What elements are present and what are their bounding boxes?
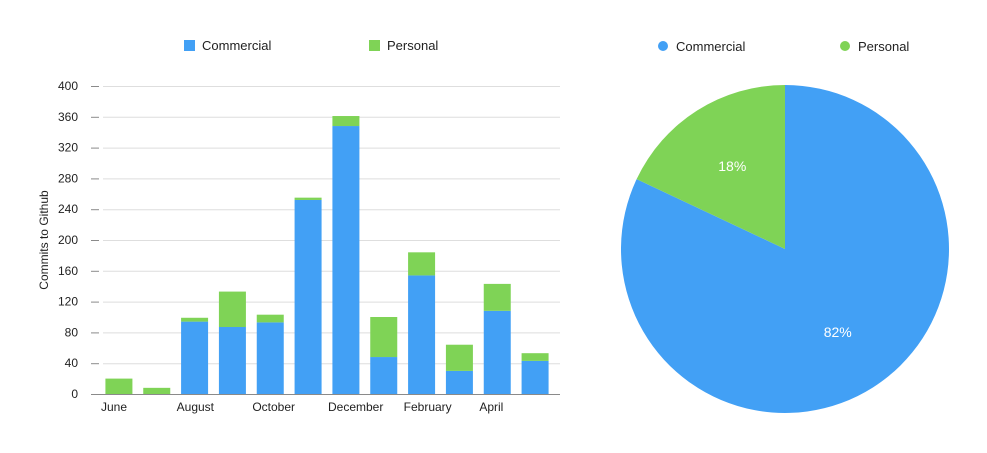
pie-chart-value-labels: 82% 18% (718, 158, 851, 340)
bar-march-commercial (445, 370, 473, 394)
x-tick-label: October (252, 400, 295, 414)
legend-swatch-commercial (658, 41, 668, 51)
legend-label-commercial: Commercial (202, 38, 271, 53)
x-tick-label: August (177, 400, 215, 414)
x-tick-label: April (479, 400, 503, 414)
bar-august-personal (181, 317, 209, 322)
y-axis-label: Commits to Github (37, 190, 51, 290)
pie-chart-slices (621, 85, 949, 413)
y-tick-label: 200 (58, 233, 78, 247)
bar-chart-legend: Commercial Personal (184, 38, 438, 53)
pie-chart-legend: Commercial Personal (658, 39, 909, 54)
pie-chart: Commercial Personal 82% 18% (621, 39, 949, 413)
y-tick-label: 80 (65, 325, 79, 339)
x-tick-label: December (328, 400, 383, 414)
bar-chart-gridlines (91, 86, 560, 395)
bar-september-personal (218, 291, 246, 328)
bar-january-commercial (370, 357, 398, 394)
y-tick-label: 120 (58, 295, 78, 309)
bar-august-commercial (181, 321, 209, 394)
y-tick-label: 40 (65, 356, 79, 370)
legend-swatch-personal (369, 40, 380, 51)
bar-february-commercial (408, 275, 436, 394)
legend-label-personal: Personal (387, 38, 438, 53)
bar-chart-x-tick-labels: June August October December February April (101, 400, 503, 414)
pie-value-label-commercial: 82% (824, 324, 852, 340)
bar-chart-bars (105, 116, 549, 394)
bar-chart-y-tick-labels: 0 40 80 120 160 200 240 280 320 360 400 (58, 79, 78, 401)
bar-july-personal (143, 387, 171, 394)
y-tick-label: 320 (58, 141, 78, 155)
bar-june-personal (105, 378, 133, 394)
y-tick-label: 240 (58, 202, 78, 216)
y-tick-label: 400 (58, 79, 78, 93)
bar-november-personal (294, 197, 322, 200)
y-tick-label: 160 (58, 264, 78, 278)
pie-slice-personal (636, 85, 785, 249)
bar-january-personal (370, 317, 398, 358)
bar-october-commercial (256, 322, 284, 394)
bar-march-personal (445, 344, 473, 371)
bar-april-commercial (483, 310, 511, 394)
legend-swatch-commercial (184, 40, 195, 51)
bar-november-commercial (294, 199, 322, 394)
legend-label-commercial: Commercial (676, 39, 745, 54)
x-tick-label: February (404, 400, 452, 414)
bar-october-personal (256, 314, 284, 323)
bar-may-commercial (521, 360, 549, 394)
bar-february-personal (408, 252, 436, 276)
bar-december-personal (332, 116, 360, 127)
bar-december-commercial (332, 126, 360, 394)
legend-swatch-personal (840, 41, 850, 51)
stacked-bar-chart: Commercial Personal 0 40 80 120 160 200 240 280 3… (37, 38, 560, 414)
y-tick-label: 360 (58, 110, 78, 124)
x-tick-label: June (101, 400, 127, 414)
pie-value-label-personal: 18% (718, 158, 746, 174)
bar-april-personal (483, 283, 511, 311)
bar-may-personal (521, 353, 549, 361)
y-tick-label: 280 (58, 171, 78, 185)
y-tick-label: 0 (71, 387, 78, 401)
legend-label-personal: Personal (858, 39, 909, 54)
bar-september-commercial (218, 327, 246, 394)
